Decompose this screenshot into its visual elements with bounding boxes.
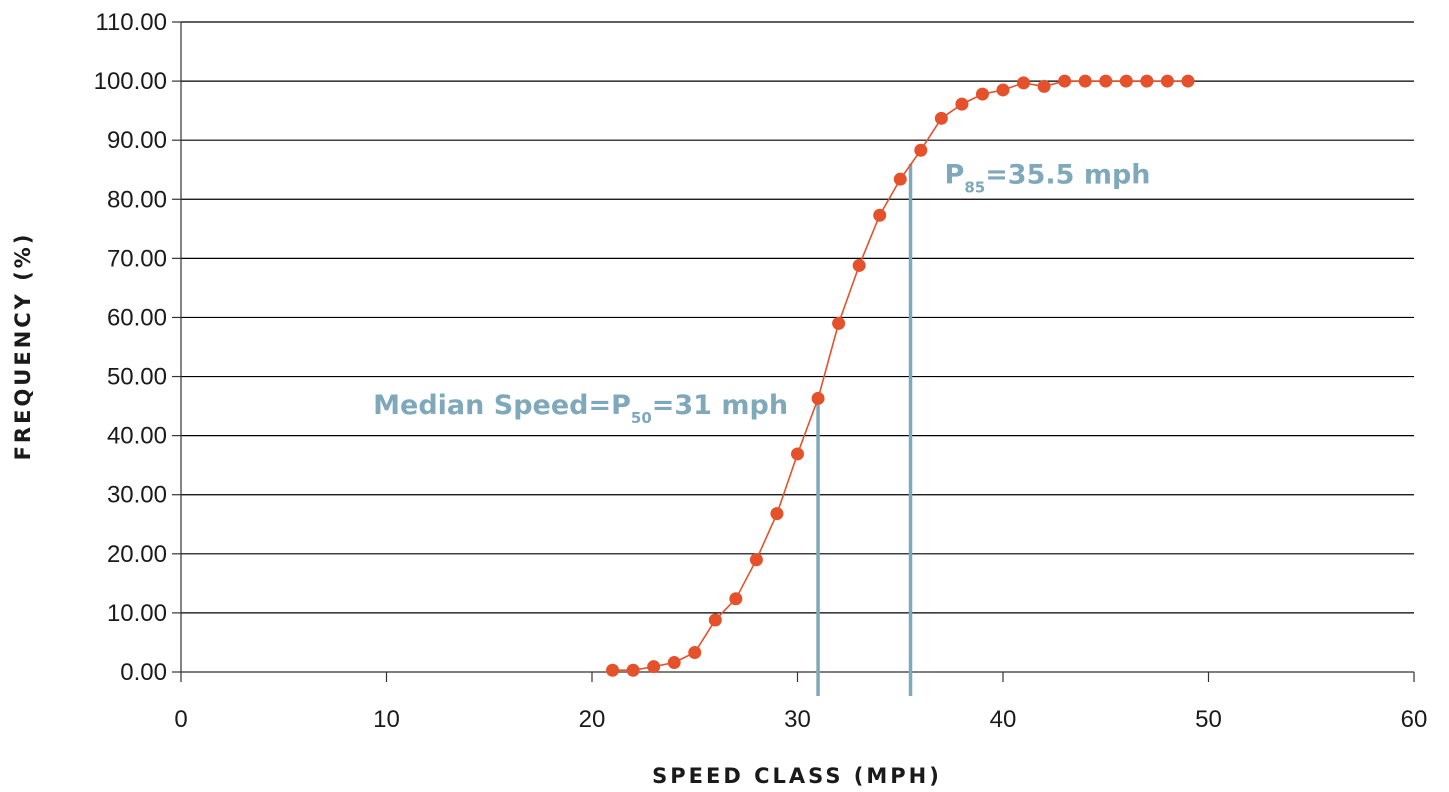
data-point-9 <box>791 447 804 461</box>
data-point-5 <box>708 613 722 627</box>
data-point-23 <box>1078 74 1092 88</box>
data-point-25 <box>1119 74 1133 88</box>
data-point-22 <box>1058 74 1072 88</box>
data-point-16 <box>934 111 948 125</box>
data-point-10 <box>811 391 825 405</box>
gridlines <box>181 21 1414 614</box>
y-tick-label-3: 30.00 <box>107 482 167 509</box>
data-point-19 <box>996 83 1010 97</box>
x-tick-label-0: 0 <box>174 706 187 733</box>
data-point-28 <box>1181 74 1195 88</box>
annotation-label-median: Median Speed=P50=31 mph <box>373 390 788 427</box>
x-tick-label-6: 60 <box>1401 706 1428 733</box>
annotation-labels: Median Speed=P50=31 mph P85=35.5 mph <box>373 160 1150 427</box>
data-point-3 <box>667 656 681 670</box>
x-tick-label-2: 20 <box>579 706 606 733</box>
data-point-14 <box>893 172 907 186</box>
data-point-7 <box>749 553 763 567</box>
data-point-0 <box>606 663 620 677</box>
y-tick-label-5: 50.00 <box>107 364 167 391</box>
data-point-12 <box>852 258 866 272</box>
data-point-21 <box>1037 79 1051 93</box>
data-point-1 <box>626 663 640 677</box>
data-point-24 <box>1099 74 1113 88</box>
data-point-27 <box>1160 74 1174 88</box>
y-tick-label-1: 10.00 <box>107 600 167 627</box>
y-tick-label-11: 110.00 <box>95 9 167 36</box>
x-axis-title: SPEED CLASS (MPH) <box>652 764 942 788</box>
y-axis-title: FREQUENCY (%) <box>11 232 35 461</box>
data-point-17 <box>955 97 969 111</box>
x-tick-label-5: 50 <box>1195 706 1222 733</box>
axes: 0.00 10.00 20.00 30.00 40.00 50.00 60.00 70.00 8… <box>94 9 1428 733</box>
x-tick-label-1: 10 <box>373 706 400 733</box>
data-point-2 <box>647 660 661 674</box>
data-point-4 <box>688 646 702 659</box>
annotation-lines <box>816 163 913 696</box>
y-tick-label-9: 90.00 <box>107 127 167 154</box>
data-point-13 <box>873 208 887 222</box>
y-tick-label-0: 0.00 <box>120 659 167 686</box>
y-tick-label-10: 100.00 <box>94 68 167 95</box>
data-point-26 <box>1140 74 1154 88</box>
data-point-18 <box>975 87 989 101</box>
series <box>606 74 1195 677</box>
x-tick-label-3: 30 <box>784 706 811 733</box>
y-tick-label-7: 70.00 <box>107 245 167 272</box>
y-tick-label-8: 80.00 <box>107 186 167 213</box>
data-point-6 <box>729 592 743 606</box>
y-tick-label-4: 40.00 <box>107 423 167 450</box>
y-tick-label-2: 20.00 <box>107 541 167 568</box>
y-tick-label-6: 60.00 <box>107 304 167 331</box>
data-point-15 <box>914 143 928 157</box>
x-tick-label-4: 40 <box>990 706 1017 733</box>
data-point-8 <box>770 507 784 521</box>
data-point-20 <box>1017 76 1031 90</box>
annotation-label-p85: P85=35.5 mph <box>945 160 1151 197</box>
data-point-11 <box>832 316 846 330</box>
